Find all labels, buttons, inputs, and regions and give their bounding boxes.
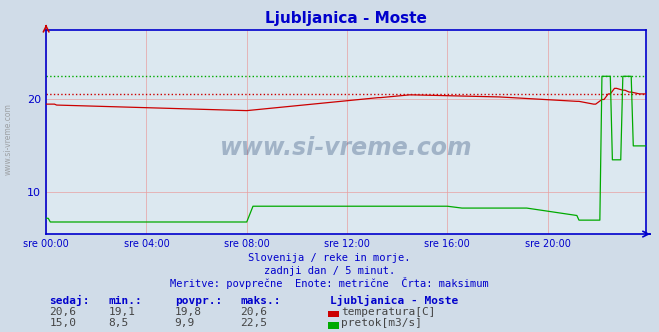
Text: Meritve: povprečne  Enote: metrične  Črta: maksimum: Meritve: povprečne Enote: metrične Črta:… — [170, 277, 489, 289]
Text: www.si-vreme.com: www.si-vreme.com — [219, 136, 473, 160]
Text: 9,9: 9,9 — [175, 318, 195, 328]
Text: 19,1: 19,1 — [109, 307, 136, 317]
Text: min.:: min.: — [109, 296, 142, 306]
Text: 20,6: 20,6 — [49, 307, 76, 317]
Title: Ljubljanica - Moste: Ljubljanica - Moste — [265, 11, 427, 26]
Text: 19,8: 19,8 — [175, 307, 202, 317]
Text: 8,5: 8,5 — [109, 318, 129, 328]
Text: sedaj:: sedaj: — [49, 295, 90, 306]
Text: 22,5: 22,5 — [241, 318, 268, 328]
Text: povpr.:: povpr.: — [175, 296, 222, 306]
Text: Slovenija / reke in morje.: Slovenija / reke in morje. — [248, 253, 411, 263]
Text: Ljubljanica - Moste: Ljubljanica - Moste — [330, 295, 458, 306]
Text: pretok[m3/s]: pretok[m3/s] — [341, 318, 422, 328]
Text: temperatura[C]: temperatura[C] — [341, 307, 436, 317]
Text: maks.:: maks.: — [241, 296, 281, 306]
Text: 20,6: 20,6 — [241, 307, 268, 317]
Text: zadnji dan / 5 minut.: zadnji dan / 5 minut. — [264, 266, 395, 276]
Text: 15,0: 15,0 — [49, 318, 76, 328]
Text: www.si-vreme.com: www.si-vreme.com — [3, 104, 13, 175]
